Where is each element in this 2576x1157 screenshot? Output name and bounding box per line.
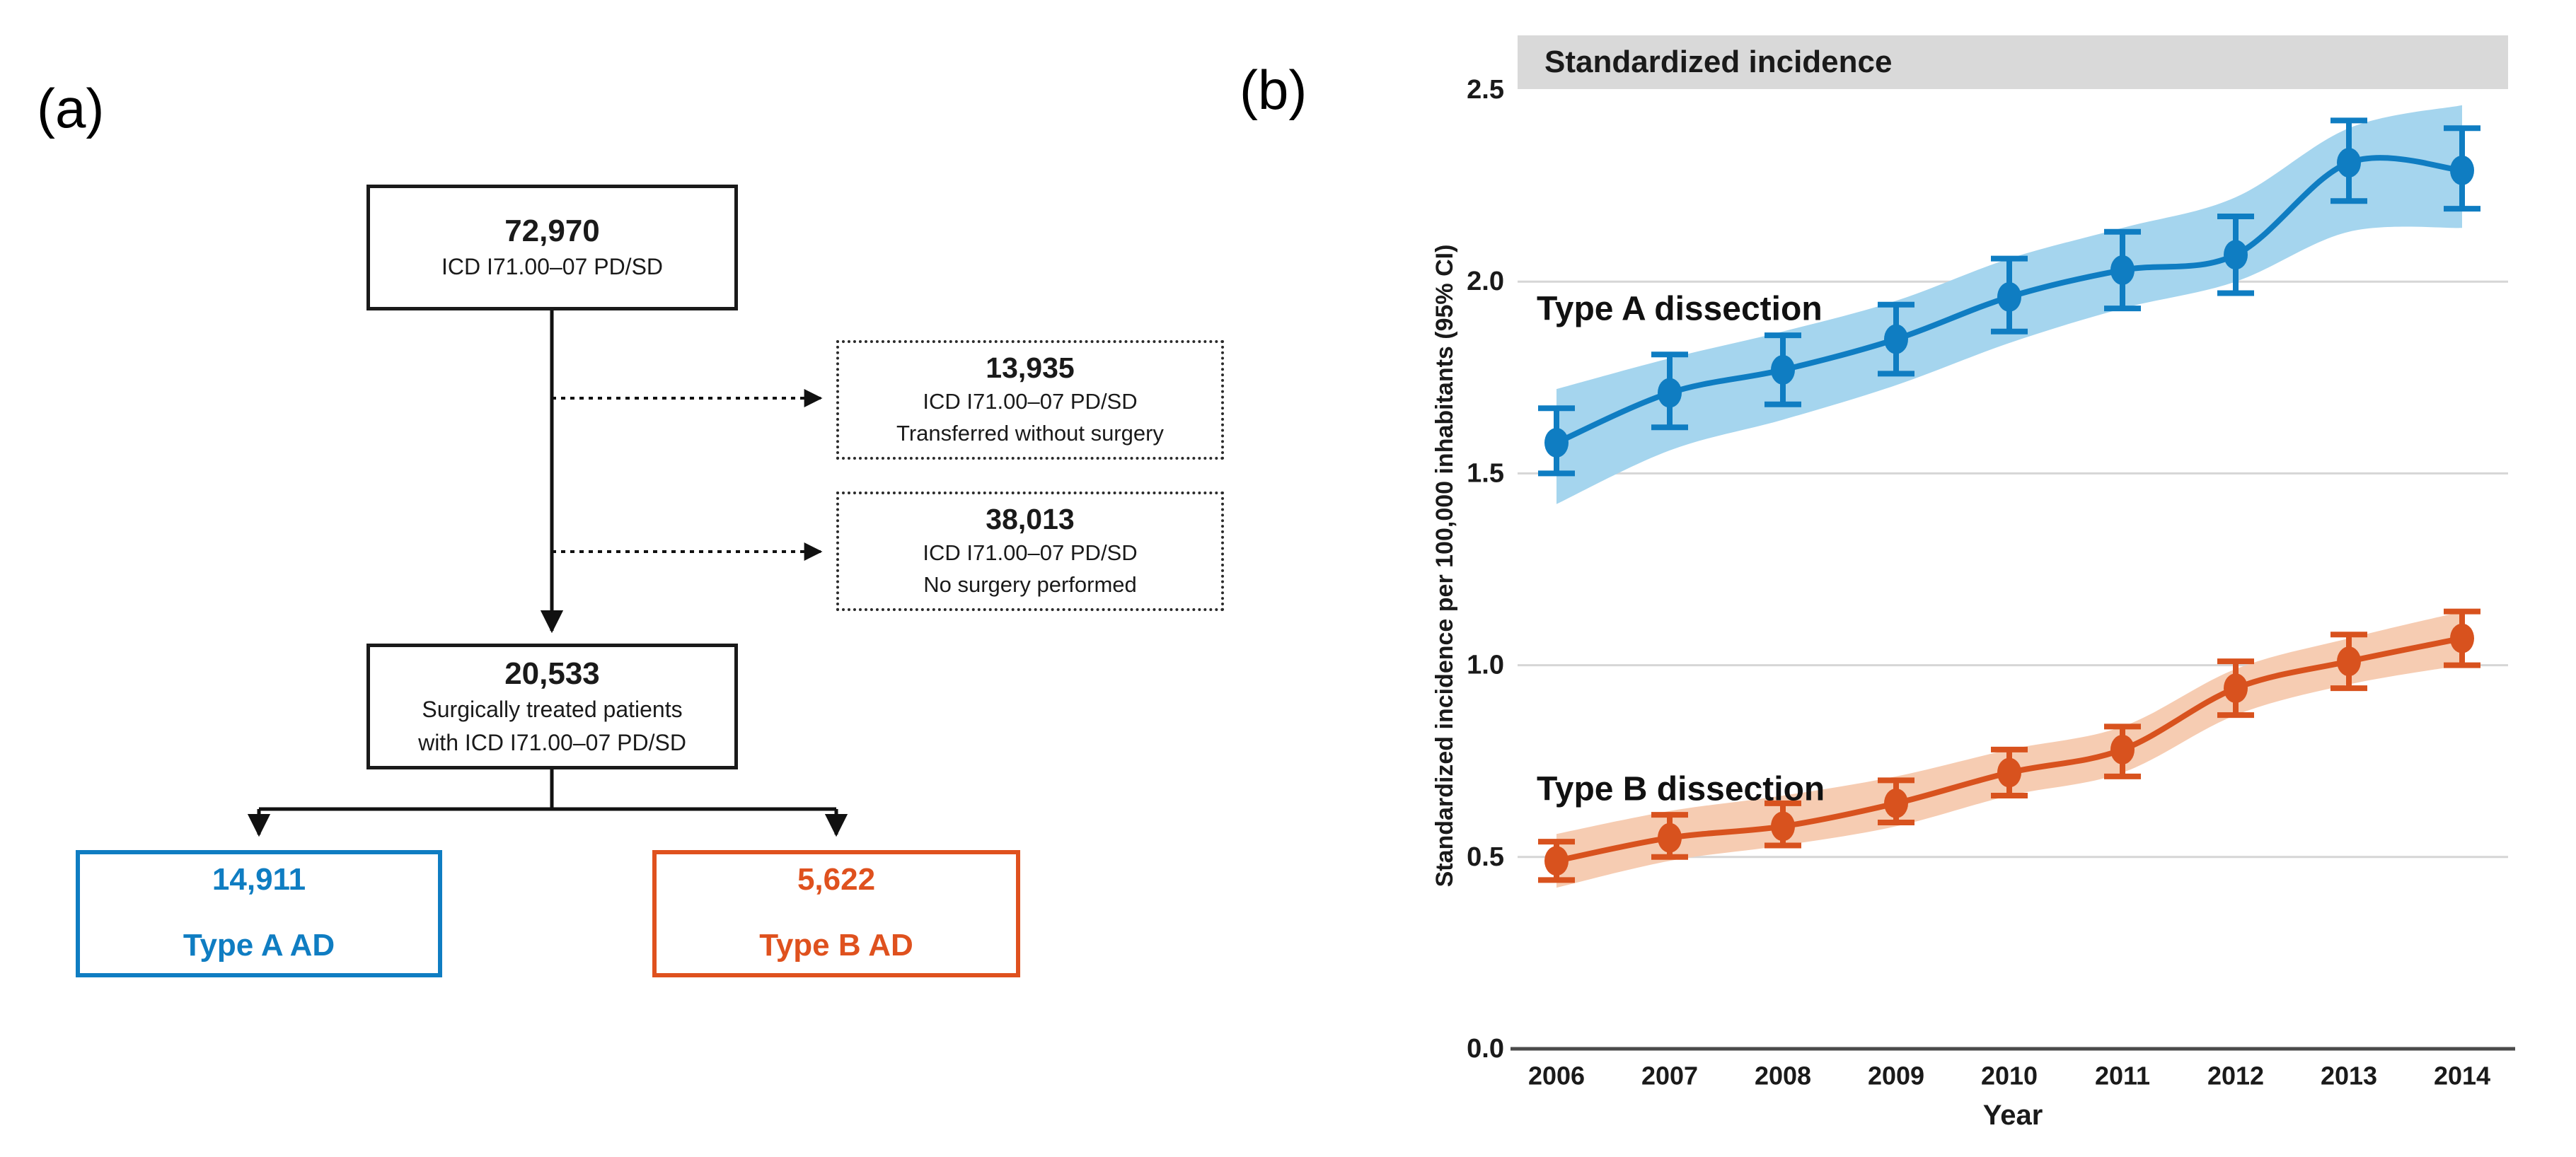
svg-text:2007: 2007	[1641, 1062, 1698, 1091]
svg-text:0.5: 0.5	[1467, 842, 1504, 872]
type-b-data-points	[1544, 623, 2474, 876]
svg-text:2.0: 2.0	[1467, 267, 1504, 296]
type-a-label: Type A AD	[183, 927, 335, 963]
panel-a-label: (a)	[37, 77, 105, 139]
flowchart-box-total: 72,970 ICD I71.00–07 PD/SD	[366, 185, 738, 310]
no-surgery-count: 38,013	[986, 502, 1075, 535]
svg-text:2009: 2009	[1868, 1062, 1924, 1091]
type-b-series-label: Type B dissection	[1537, 771, 1825, 808]
chart-title: Standardized incidence	[1544, 45, 1893, 79]
surgical-count: 20,533	[504, 656, 600, 692]
flowchart-box-transferred: 13,935 ICD I71.00–07 PD/SD Transferred w…	[836, 340, 1224, 460]
x-tick-labels: 2006 2007 2008 2009 2010 2011 2012 2013 2014	[1528, 1062, 2490, 1091]
no-surgery-description: No surgery performed	[923, 572, 1137, 598]
transferred-count: 13,935	[986, 351, 1075, 384]
type-a-series-label: Type A dissection	[1537, 291, 1823, 328]
flowchart-box-no-surgery: 38,013 ICD I71.00–07 PD/SD No surgery pe…	[836, 492, 1224, 611]
svg-text:2011: 2011	[2095, 1062, 2150, 1091]
svg-text:2014: 2014	[2434, 1062, 2490, 1091]
transferred-criteria: ICD I71.00–07 PD/SD	[923, 389, 1138, 414]
svg-text:0.0: 0.0	[1467, 1034, 1504, 1064]
svg-text:2013: 2013	[2321, 1062, 2377, 1091]
chart-title-band: Standardized incidence	[1518, 35, 2508, 89]
svg-text:2008: 2008	[1755, 1062, 1811, 1091]
svg-text:2.5: 2.5	[1467, 75, 1504, 105]
flowchart-box-type-a: 14,911 Type A AD	[76, 850, 442, 977]
flowchart-box-type-b: 5,622 Type B AD	[652, 850, 1020, 977]
total-count: 72,970	[504, 214, 600, 249]
type-b-count: 5,622	[797, 861, 876, 897]
flowchart-box-surgical: 20,533 Surgically treated patients with …	[366, 644, 738, 769]
type-b-error-bars	[1538, 608, 2480, 883]
svg-text:1.5: 1.5	[1467, 458, 1504, 488]
panel-b-label: (b)	[1240, 59, 1307, 121]
y-axis-title: Standardized incidence per 100,000 inhab…	[1431, 245, 1458, 888]
type-a-data-points	[1544, 148, 2474, 458]
surgical-line2: with ICD I71.00–07 PD/SD	[418, 729, 686, 755]
svg-text:2010: 2010	[1981, 1062, 2038, 1091]
transferred-description: Transferred without surgery	[896, 421, 1164, 446]
svg-text:2006: 2006	[1528, 1062, 1585, 1091]
svg-text:2012: 2012	[2207, 1062, 2264, 1091]
type-a-count: 14,911	[212, 861, 306, 897]
y-tick-labels: 0.0 0.5 1.0 1.5 2.0 2.5	[1467, 75, 1504, 1064]
total-criteria: ICD I71.00–07 PD/SD	[441, 254, 664, 280]
x-axis-title: Year	[1983, 1100, 2043, 1131]
type-b-label: Type B AD	[759, 927, 913, 963]
svg-text:1.0: 1.0	[1467, 651, 1504, 680]
no-surgery-criteria: ICD I71.00–07 PD/SD	[923, 540, 1138, 566]
surgical-line1: Surgically treated patients	[422, 697, 683, 723]
